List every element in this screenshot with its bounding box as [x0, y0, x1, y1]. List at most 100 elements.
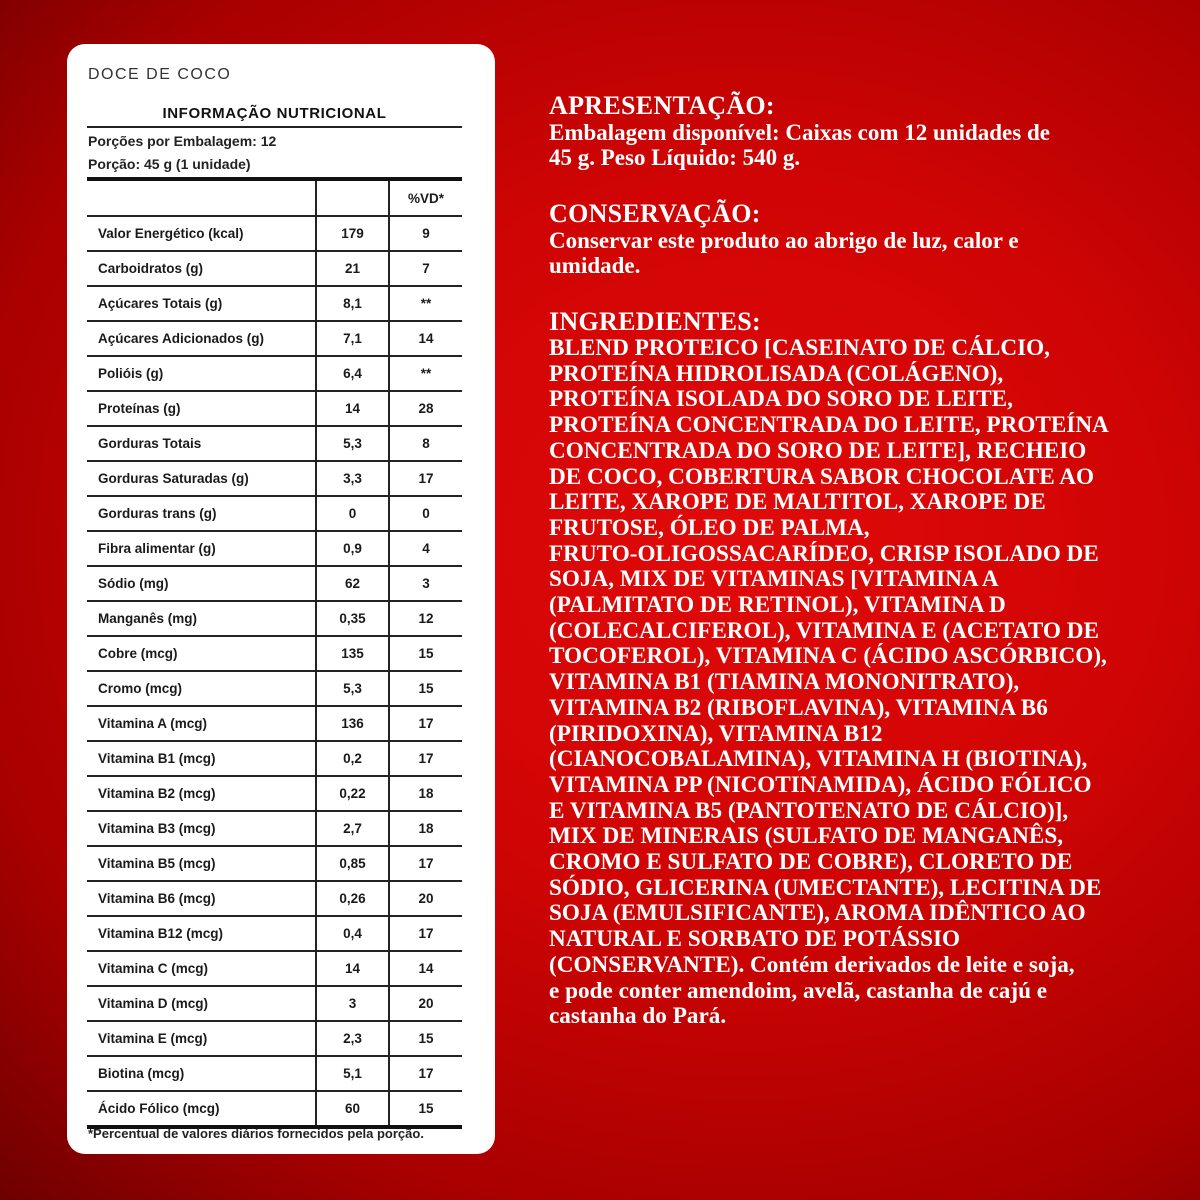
ingredients-line: VITAMINA B1 (TIAMINA MONONITRATO),	[549, 669, 1020, 696]
nutrient-amount: 14	[315, 951, 389, 987]
ingredients-line: castanha do Pará.	[549, 1003, 727, 1030]
nutrient-name: Gorduras Saturadas (g)	[87, 461, 316, 497]
ingredients-line: SOJA (EMULSIFICANTE), AROMA IDÊNTICO AO	[549, 900, 1086, 927]
nutrient-name: Gorduras Totais	[87, 426, 316, 462]
nutrient-vd: 14	[388, 321, 462, 357]
ingredients-line: LEITE, XAROPE DE MALTITOL, XAROPE DE	[549, 489, 1046, 516]
ingredients-line: NATURAL E SORBATO DE POTÁSSIO	[549, 926, 961, 953]
nutrient-vd: 17	[388, 846, 462, 882]
nutrient-vd: 8	[388, 426, 462, 462]
header-amount	[315, 181, 389, 217]
nutrient-name: Vitamina B3 (mcg)	[87, 811, 316, 847]
ingredients-section: INGREDIENTES: BLEND PROTEICO [CASEINATO …	[549, 308, 1169, 1030]
nutrient-amount: 0,35	[315, 601, 389, 637]
nutrient-amount: 0,26	[315, 881, 389, 917]
nutrient-vd: 14	[388, 951, 462, 987]
nutrient-amount: 179	[315, 216, 389, 252]
servings-per-package: Porções por Embalagem: 12	[88, 133, 277, 149]
table-header: %VD*	[87, 181, 462, 217]
nutrient-amount: 136	[315, 706, 389, 742]
nutrient-name: Açúcares Adicionados (g)	[87, 321, 316, 357]
label-title: INFORMAÇÃO NUTRICIONAL	[162, 105, 387, 122]
conservation-line: Conservar este produto ao abrigo de luz,…	[549, 228, 1019, 253]
table-row: Vitamina D (mcg) 3 20	[87, 986, 462, 1022]
table-row: Sódio (mg) 62 3	[87, 566, 462, 602]
nutrient-name: Cromo (mcg)	[87, 671, 316, 707]
nutrient-amount: 62	[315, 566, 389, 602]
nutrient-amount: 0,2	[315, 741, 389, 777]
nutrient-name: Valor Energético (kcal)	[87, 216, 316, 252]
nutrient-vd: 15	[388, 1091, 462, 1129]
table-row: Cobre (mcg) 135 15	[87, 636, 462, 672]
table-row: Gorduras trans (g) 0 0	[87, 496, 462, 532]
nutrient-name: Carboidratos (g)	[87, 251, 316, 287]
nutrient-name: Vitamina B6 (mcg)	[87, 881, 316, 917]
table-row: Vitamina B2 (mcg) 0,22 18	[87, 776, 462, 812]
table-row: Cromo (mcg) 5,3 15	[87, 671, 462, 707]
nutrient-vd: 15	[388, 671, 462, 707]
table-row: Ácido Fólico (mcg) 60 15	[87, 1091, 462, 1129]
ingredients-line: CONCENTRADA DO SORO DE LEITE], RECHEIO	[549, 437, 1087, 464]
nutrient-name: Ácido Fólico (mcg)	[87, 1091, 316, 1129]
table-row: Vitamina B12 (mcg) 0,4 17	[87, 916, 462, 952]
ingredients-line: (CIANOCOBALAMINA), VITAMINA H (BIOTINA),	[549, 746, 1088, 773]
nutrient-vd: 12	[388, 601, 462, 637]
nutrient-name: Vitamina B2 (mcg)	[87, 776, 316, 812]
table-row: Valor Energético (kcal) 179 9	[87, 216, 462, 252]
ingredients-line: FRUTOSE, ÓLEO DE PALMA,	[549, 514, 870, 541]
ingredients-line: FRUTO-OLIGOSSACARÍDEO, CRISP ISOLADO DE	[549, 540, 1099, 567]
nutrient-amount: 0,85	[315, 846, 389, 882]
nutrient-amount: 5,3	[315, 426, 389, 462]
nutrient-name: Vitamina B12 (mcg)	[87, 916, 316, 952]
ingredients-line: (PIRIDOXINA), VITAMINA B12	[549, 720, 883, 747]
nutrient-amount: 2,7	[315, 811, 389, 847]
table-row: Biotina (mcg) 5,1 17	[87, 1056, 462, 1092]
nutrient-name: Fibra alimentar (g)	[87, 531, 316, 567]
nutrient-vd: 15	[388, 1021, 462, 1057]
ingredients-line: BLEND PROTEICO [CASEINATO DE CÁLCIO,	[549, 335, 1050, 361]
nutrient-amount: 6,4	[315, 356, 389, 392]
nutrient-amount: 2,3	[315, 1021, 389, 1057]
table-row: Gorduras Totais 5,3 8	[87, 426, 462, 462]
nutrient-vd: 28	[388, 391, 462, 427]
nutrient-vd: 18	[388, 811, 462, 847]
table-row: Açúcares Totais (g) 8,1 **	[87, 286, 462, 322]
ingredients-line: PROTEÍNA CONCENTRADA DO LEITE, PROTEÍNA	[549, 412, 1109, 439]
table-row: Vitamina B3 (mcg) 2,7 18	[87, 811, 462, 847]
product-details: APRESENTAÇÃO: Embalagem disponível: Caix…	[549, 92, 1169, 1052]
nutrient-amount: 14	[315, 391, 389, 427]
nutrient-vd: 17	[388, 706, 462, 742]
nutrient-vd: 17	[388, 741, 462, 777]
nutrient-vd: 18	[388, 776, 462, 812]
table-row: Fibra alimentar (g) 0,9 4	[87, 531, 462, 567]
nutrient-vd: **	[388, 356, 462, 392]
nutrient-amount: 5,1	[315, 1056, 389, 1092]
nutrient-vd: 17	[388, 461, 462, 497]
ingredients-line: SÓDIO, GLICERINA (UMECTANTE), LECITINA D…	[549, 874, 1102, 901]
nutrient-amount: 8,1	[315, 286, 389, 322]
nutrient-name: Sódio (mg)	[87, 566, 316, 602]
nutrient-amount: 0,22	[315, 776, 389, 812]
nutrient-vd: 17	[388, 916, 462, 952]
nutrient-vd: 0	[388, 496, 462, 532]
nutrient-amount: 0,4	[315, 916, 389, 952]
presentation-heading: APRESENTAÇÃO:	[549, 91, 775, 120]
ingredients-line: DE COCO, COBERTURA SABOR CHOCOLATE AO	[549, 463, 1095, 490]
ingredients-line: VITAMINA B2 (RIBOFLAVINA), VITAMINA B6	[549, 694, 1048, 721]
nutrient-name: Vitamina E (mcg)	[87, 1021, 316, 1057]
nutrient-vd: 9	[388, 216, 462, 252]
conservation-heading: CONSERVAÇÃO:	[549, 199, 761, 228]
nutrient-amount: 7,1	[315, 321, 389, 357]
nutrient-amount: 21	[315, 251, 389, 287]
nutrition-table: %VD* Valor Energético (kcal) 179 9 Carboidr…	[87, 181, 462, 1129]
nutrient-amount: 0	[315, 496, 389, 532]
ingredients-line: VITAMINA PP (NICOTINAMIDA), ÁCIDO FÓLICO	[549, 771, 1092, 798]
table-row: Vitamina B5 (mcg) 0,85 17	[87, 846, 462, 882]
ingredients-line: (PALMITATO DE RETINOL), VITAMINA D	[549, 592, 1006, 619]
nutrient-vd: 3	[388, 566, 462, 602]
footnote: *Percentual de valores diários fornecido…	[88, 1126, 424, 1141]
product-name: DOCE DE COCO	[88, 66, 232, 83]
nutrient-amount: 135	[315, 636, 389, 672]
ingredients-line: TOCOFEROL), VITAMINA C (ÁCIDO ASCÓRBICO)…	[549, 643, 1107, 670]
nutrient-name: Vitamina A (mcg)	[87, 706, 316, 742]
